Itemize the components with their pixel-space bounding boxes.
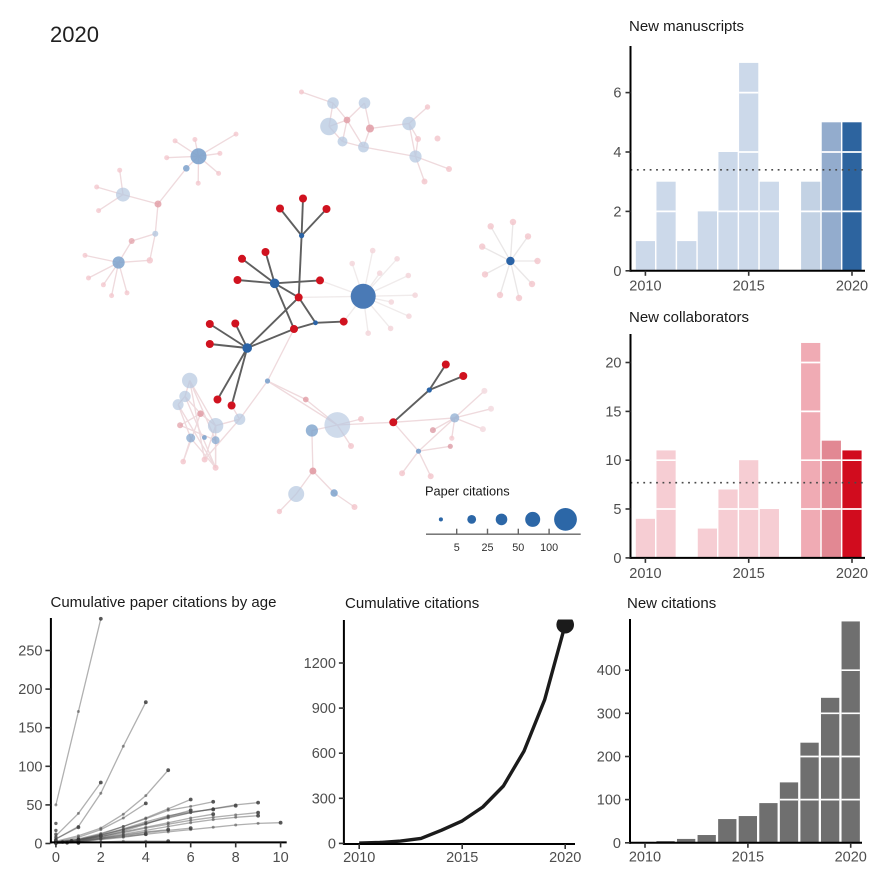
svg-text:2020: 2020 (50, 22, 99, 47)
svg-text:0: 0 (613, 551, 621, 567)
svg-text:Cumulative paper citations by: Cumulative paper citations by age (51, 594, 277, 611)
svg-text:2015: 2015 (733, 566, 765, 582)
svg-text:8: 8 (232, 850, 240, 866)
svg-text:100: 100 (540, 542, 558, 554)
svg-text:4: 4 (613, 145, 621, 161)
svg-text:Paper citations: Paper citations (425, 483, 510, 498)
svg-text:50: 50 (26, 798, 42, 814)
svg-text:400: 400 (597, 663, 621, 679)
svg-text:1200: 1200 (304, 656, 336, 672)
svg-text:New manuscripts: New manuscripts (629, 18, 744, 35)
svg-text:New collaborators: New collaborators (629, 309, 749, 326)
svg-text:15: 15 (605, 404, 621, 420)
svg-text:200: 200 (597, 750, 621, 766)
svg-text:2: 2 (613, 204, 621, 220)
svg-text:900: 900 (312, 701, 336, 717)
svg-text:250: 250 (18, 644, 42, 660)
svg-text:0: 0 (328, 836, 336, 852)
svg-text:2010: 2010 (629, 279, 661, 295)
svg-text:0: 0 (34, 837, 42, 853)
svg-text:300: 300 (312, 791, 336, 807)
svg-text:2: 2 (97, 850, 105, 866)
svg-text:0: 0 (613, 264, 621, 280)
svg-text:100: 100 (597, 793, 621, 809)
svg-text:6: 6 (187, 850, 195, 866)
svg-text:5: 5 (613, 502, 621, 518)
svg-text:10: 10 (605, 453, 621, 469)
svg-text:300: 300 (597, 706, 621, 722)
svg-text:2010: 2010 (629, 566, 661, 582)
svg-text:2010: 2010 (343, 850, 375, 866)
svg-text:2020: 2020 (549, 850, 581, 866)
svg-text:200: 200 (18, 682, 42, 698)
svg-text:0: 0 (52, 850, 60, 866)
svg-text:50: 50 (512, 542, 524, 554)
svg-text:0: 0 (613, 836, 621, 852)
svg-text:6: 6 (613, 86, 621, 102)
svg-text:5: 5 (454, 542, 460, 554)
svg-text:25: 25 (481, 542, 493, 554)
svg-text:2015: 2015 (733, 279, 765, 295)
svg-text:20: 20 (605, 356, 621, 372)
svg-text:2015: 2015 (446, 850, 478, 866)
svg-text:2015: 2015 (732, 850, 764, 866)
svg-text:2010: 2010 (629, 850, 661, 866)
svg-text:4: 4 (142, 850, 150, 866)
svg-text:New citations: New citations (627, 595, 716, 612)
svg-text:2020: 2020 (836, 279, 868, 295)
svg-text:150: 150 (18, 721, 42, 737)
svg-text:600: 600 (312, 746, 336, 762)
svg-text:100: 100 (18, 759, 42, 775)
svg-text:10: 10 (273, 850, 289, 866)
svg-text:2020: 2020 (835, 850, 867, 866)
svg-text:Cumulative citations: Cumulative citations (345, 595, 479, 612)
svg-text:2020: 2020 (836, 566, 868, 582)
